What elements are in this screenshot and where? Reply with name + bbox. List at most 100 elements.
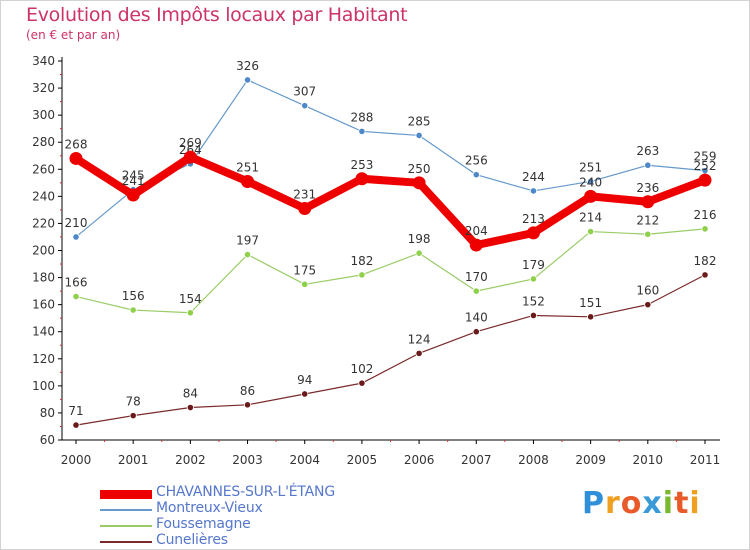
- legend-swatch: [100, 541, 152, 543]
- data-label: 245: [122, 169, 145, 183]
- x-tick-label: 2011: [690, 453, 721, 467]
- data-point: [472, 287, 480, 295]
- y-tick-label: 260: [32, 162, 55, 176]
- data-point: [641, 195, 655, 209]
- y-tick-label: 180: [32, 271, 55, 285]
- data-label: 288: [350, 110, 373, 124]
- data-label: 244: [522, 170, 545, 184]
- data-label: 307: [293, 85, 316, 99]
- series-line-chavannes-sur-l-tang: [72, 153, 709, 250]
- legend-item: Foussemagne: [100, 516, 400, 534]
- x-tick-label: 2007: [461, 453, 492, 467]
- y-tick-label: 140: [32, 325, 55, 339]
- data-point: [644, 230, 652, 238]
- data-label: 124: [408, 332, 431, 346]
- x-tick-label: 2000: [61, 453, 92, 467]
- data-label: 326: [236, 59, 259, 73]
- logo-letter: i: [662, 486, 675, 521]
- x-tick-label: 2010: [633, 453, 664, 467]
- y-tick-label: 300: [32, 108, 55, 122]
- data-label: 179: [522, 258, 545, 272]
- series-line-foussemagne: [75, 228, 706, 314]
- data-label: 263: [636, 144, 659, 158]
- y-tick-label: 120: [32, 352, 55, 366]
- data-point: [355, 172, 369, 186]
- data-label: 210: [65, 216, 88, 230]
- data-point: [698, 173, 712, 187]
- data-point: [243, 401, 252, 409]
- data-label: 94: [297, 373, 312, 387]
- data-label: 216: [694, 208, 717, 222]
- data-point: [186, 403, 194, 412]
- data-label: 140: [465, 311, 488, 325]
- data-point: [243, 76, 252, 84]
- data-label: 285: [408, 114, 431, 128]
- data-label: 160: [636, 284, 659, 298]
- data-point: [129, 306, 137, 314]
- data-label: 251: [579, 160, 602, 174]
- data-label: 231: [293, 188, 316, 202]
- logo-letter: i: [689, 486, 701, 521]
- data-label: 214: [579, 211, 602, 225]
- data-label: 86: [240, 384, 255, 398]
- data-label: 264: [179, 143, 202, 157]
- y-tick-label: 320: [32, 81, 55, 95]
- data-point: [526, 226, 540, 240]
- data-point: [644, 301, 652, 309]
- y-tick-label: 160: [32, 298, 55, 312]
- data-point: [415, 249, 423, 257]
- data-point: [701, 225, 709, 233]
- y-tick-label: 80: [40, 406, 55, 420]
- data-point: [72, 292, 80, 301]
- data-point: [358, 127, 366, 135]
- data-label: 251: [236, 160, 259, 174]
- y-tick-label: 220: [32, 216, 55, 230]
- data-point: [644, 161, 652, 169]
- data-label: 154: [179, 292, 202, 306]
- data-label: 175: [293, 263, 316, 277]
- logo-letter: t: [674, 486, 690, 521]
- data-label: 197: [236, 234, 259, 248]
- y-tick-label: 200: [32, 244, 55, 258]
- series-line-cuneli-res: [75, 274, 706, 426]
- x-tick-label: 2001: [118, 453, 149, 467]
- legend-label: Montreux-Vieux: [156, 500, 263, 516]
- data-label: 182: [350, 254, 373, 268]
- data-label: 156: [122, 289, 145, 303]
- data-label: 170: [465, 270, 488, 284]
- x-tick-label: 2008: [518, 453, 549, 467]
- data-point: [415, 131, 423, 140]
- data-label: 253: [350, 158, 373, 172]
- data-point: [472, 171, 480, 179]
- data-point: [358, 379, 366, 387]
- data-label: 78: [126, 395, 141, 409]
- data-label: 102: [350, 362, 373, 376]
- data-point: [301, 102, 309, 110]
- data-point: [186, 309, 194, 317]
- data-point: [469, 238, 483, 252]
- data-point: [412, 176, 426, 190]
- x-tick-label: 2004: [289, 453, 320, 467]
- y-tick-label: 340: [32, 54, 55, 68]
- x-tick-label: 2006: [404, 453, 435, 467]
- data-point: [584, 189, 598, 203]
- x-tick-label: 2005: [347, 453, 378, 467]
- chart-legend: CHAVANNES-SUR-L'ÉTANG Montreux-Vieux Fouss…: [100, 484, 400, 550]
- y-tick-label: 60: [40, 433, 55, 447]
- data-point: [415, 349, 423, 357]
- data-label: 241: [122, 174, 145, 188]
- data-label: 151: [579, 296, 602, 310]
- data-label: 252: [694, 159, 717, 173]
- x-tick-label: 2009: [575, 453, 606, 467]
- data-label: 269: [179, 136, 202, 150]
- data-label: 84: [183, 387, 198, 401]
- legend-item: CHAVANNES-SUR-L'ÉTANG: [100, 484, 400, 502]
- data-point: [129, 412, 137, 420]
- data-label: 236: [636, 181, 659, 195]
- data-label: 250: [408, 162, 431, 176]
- legend-label: Foussemagne: [156, 516, 251, 532]
- chart-title: Evolution des Impôts locaux par Habitant: [26, 4, 408, 26]
- data-label: 212: [636, 213, 659, 227]
- legend-item: Cunelières: [100, 532, 400, 550]
